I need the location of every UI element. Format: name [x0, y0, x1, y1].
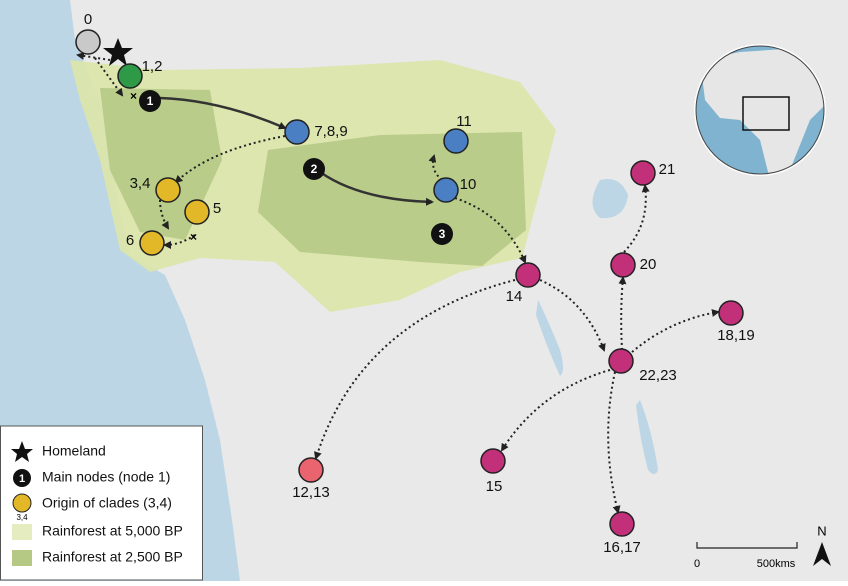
arrow	[159, 199, 170, 230]
legend-note: 3,4	[16, 513, 28, 522]
main-node	[431, 223, 453, 245]
node-label: 11	[456, 113, 472, 130]
lake	[592, 179, 628, 219]
main-node-label: 2	[311, 162, 318, 176]
north-arrow	[813, 542, 831, 566]
arrow	[623, 184, 650, 253]
node-label: 12,13	[292, 484, 330, 501]
node	[718, 300, 744, 326]
node	[139, 230, 165, 256]
legend-label: Homeland	[42, 443, 106, 459]
node	[480, 448, 506, 474]
arrow	[76, 51, 111, 61]
main-node-label: 1	[147, 94, 154, 108]
scale-end: 500kms	[757, 558, 796, 570]
node	[443, 128, 469, 154]
legend-label: Rainforest at 2,500 BP	[42, 549, 183, 565]
node-label: 15	[486, 478, 503, 495]
arrow	[607, 371, 621, 514]
lake	[636, 400, 658, 474]
scale-start: 0	[694, 558, 700, 570]
arrow	[319, 170, 434, 206]
legend-label: Origin of clades (3,4)	[42, 495, 172, 511]
node-label: 18,19	[717, 327, 755, 344]
node-label: 16,17	[603, 539, 641, 556]
node-label: 7,8,9	[314, 123, 347, 140]
arrow	[163, 234, 196, 249]
main-node	[139, 90, 161, 112]
arrow	[500, 369, 611, 452]
node	[609, 511, 635, 537]
node	[608, 348, 634, 374]
legend-label: Main nodes (node 1)	[42, 469, 170, 485]
arrow	[314, 279, 516, 460]
arrow	[618, 276, 627, 351]
node-label: 5	[213, 200, 221, 217]
node-label: 14	[506, 288, 523, 305]
arrow	[539, 279, 606, 352]
node	[433, 177, 459, 203]
node-label: 0	[84, 11, 92, 28]
node	[75, 29, 101, 55]
node-label: 10	[460, 176, 477, 193]
node-label: 21	[659, 161, 676, 178]
node-label: 6	[126, 232, 134, 249]
cross: ×	[190, 230, 197, 244]
node-label: 3,4	[130, 175, 151, 192]
main-node-label: 3	[439, 227, 446, 241]
node	[298, 457, 324, 483]
arrow	[174, 135, 286, 184]
legend-label: Rainforest at 5,000 BP	[42, 523, 183, 539]
arrow	[454, 197, 527, 264]
node	[610, 252, 636, 278]
node-label: 1,2	[142, 58, 163, 75]
node	[155, 177, 181, 203]
scale-bar: 0 500kms	[694, 542, 798, 570]
node-label: 20	[640, 256, 657, 273]
legend: Homeland 1 Main nodes (node 1) 3,4 Origi…	[0, 425, 203, 581]
node	[184, 199, 210, 225]
lake	[536, 300, 563, 376]
main-node	[303, 158, 325, 180]
arrow	[631, 309, 720, 353]
node	[284, 119, 310, 145]
arrow	[159, 96, 287, 130]
north-label: N	[817, 523, 826, 538]
node	[630, 160, 656, 186]
node-label: 22,23	[639, 367, 677, 384]
node	[515, 262, 541, 288]
inset-globe	[694, 44, 826, 176]
node	[117, 63, 143, 89]
cross: ×	[130, 89, 137, 103]
legend-marker: 1	[19, 473, 25, 485]
homeland-star	[103, 38, 133, 66]
